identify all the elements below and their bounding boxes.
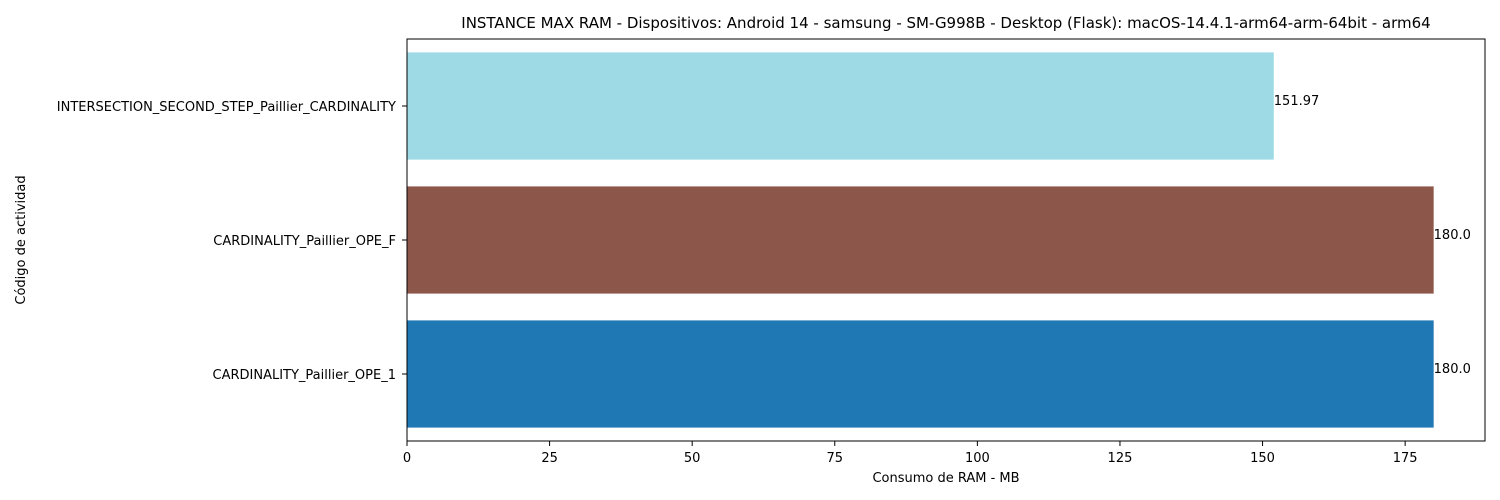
bars-layer <box>407 52 1434 428</box>
y-axis-label: Código de actividad <box>14 175 29 304</box>
plot-frame <box>406 38 1486 442</box>
x-axis-label: Consumo de RAM - MB <box>872 471 1019 486</box>
x-tick-label: 75 <box>827 451 844 466</box>
bar-3 <box>407 52 1274 160</box>
x-tick-label: 175 <box>1393 451 1418 466</box>
x-tick-label: 150 <box>1250 451 1275 466</box>
bar-1 <box>407 320 1434 428</box>
y-tick-label: CARDINALITY_Paillier_OPE_1 <box>213 368 397 383</box>
x-tick-label: 100 <box>965 451 990 466</box>
y-axis: CARDINALITY_Paillier_OPE_1 CARDINALITY_Pa… <box>57 100 407 383</box>
bar-value-label: 151.97 <box>1274 94 1320 109</box>
y-tick-label: INTERSECTION_SECOND_STEP_Paillier_CARDIN… <box>57 100 396 115</box>
bar-value-label: 180.0 <box>1434 362 1471 377</box>
x-tick-label: 0 <box>403 451 411 466</box>
bar-2 <box>407 186 1434 294</box>
x-tick-label: 50 <box>684 451 701 466</box>
chart-title: INSTANCE MAX RAM - Dispositivos: Android… <box>461 14 1430 32</box>
bar-value-label: 180.0 <box>1434 228 1471 243</box>
x-tick-label: 25 <box>541 451 558 466</box>
value-labels-layer: 180.0 180.0 151.97 <box>1274 94 1471 377</box>
x-axis: 0 25 50 75 100 125 150 175 <box>403 441 1418 466</box>
y-tick-label: CARDINALITY_Paillier_OPE_F <box>213 234 396 249</box>
x-tick-label: 125 <box>1108 451 1133 466</box>
